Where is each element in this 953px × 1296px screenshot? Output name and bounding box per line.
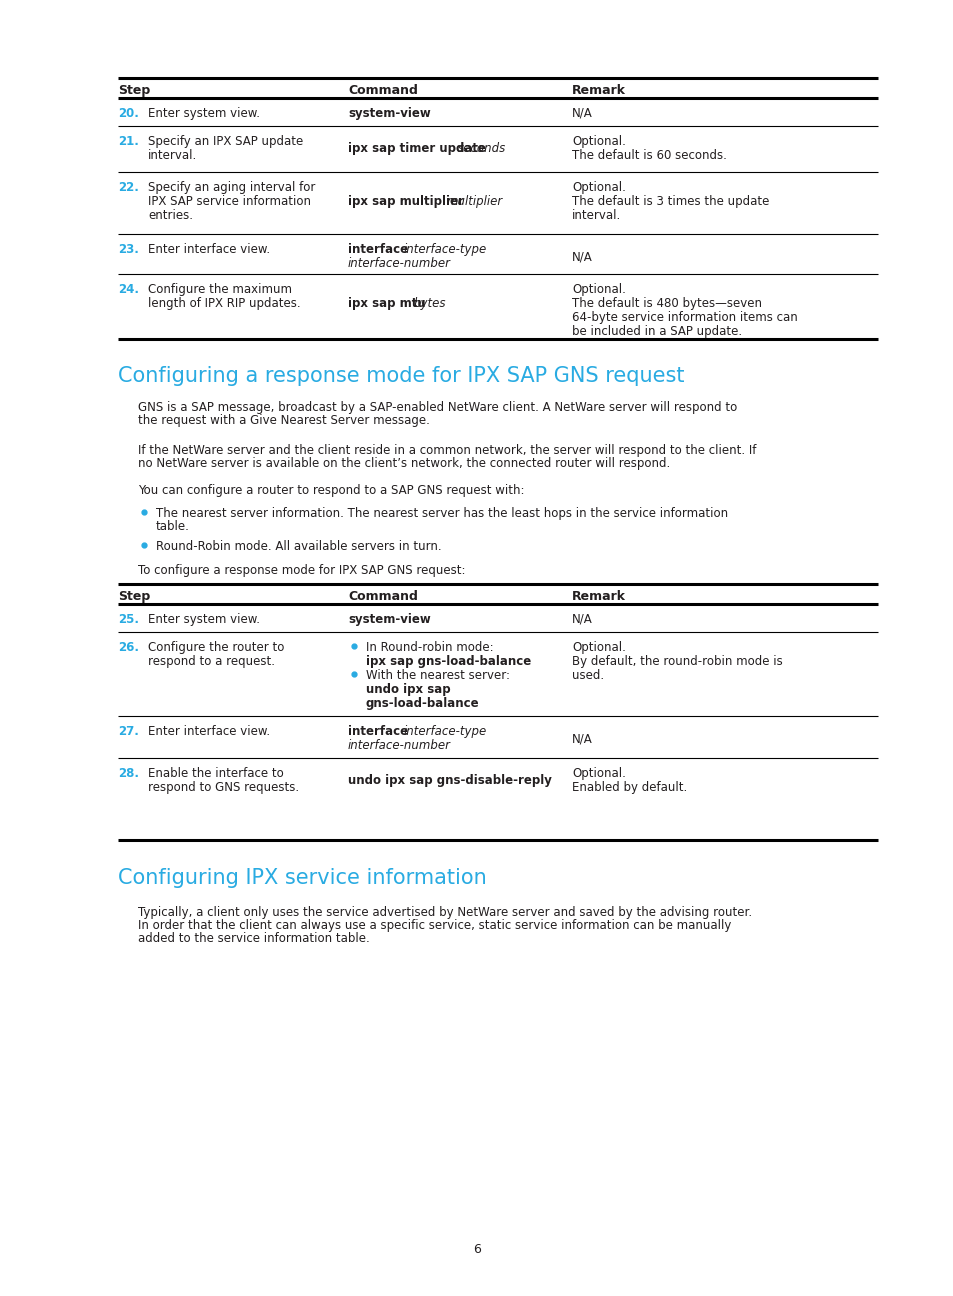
Text: 22.: 22. [118, 181, 139, 194]
Text: ipx sap timer update: ipx sap timer update [348, 143, 490, 156]
Text: GNS is a SAP message, broadcast by a SAP-enabled NetWare client. A NetWare serve: GNS is a SAP message, broadcast by a SAP… [138, 400, 737, 413]
Text: Remark: Remark [572, 84, 625, 97]
Text: The default is 60 seconds.: The default is 60 seconds. [572, 149, 726, 162]
Text: In order that the client can always use a specific service, static service infor: In order that the client can always use … [138, 919, 731, 932]
Text: Enable the interface to: Enable the interface to [148, 767, 283, 780]
Text: To configure a response mode for IPX SAP GNS request:: To configure a response mode for IPX SAP… [138, 564, 465, 577]
Text: interface-type: interface-type [403, 724, 487, 737]
Text: be included in a SAP update.: be included in a SAP update. [572, 325, 741, 338]
Text: system-view: system-view [348, 108, 431, 121]
Text: interval.: interval. [148, 149, 197, 162]
Text: 28.: 28. [118, 767, 139, 780]
Text: 64-byte service information items can: 64-byte service information items can [572, 311, 797, 324]
Text: Typically, a client only uses the service advertised by NetWare server and saved: Typically, a client only uses the servic… [138, 906, 751, 919]
Text: Enabled by default.: Enabled by default. [572, 781, 686, 794]
Text: Configure the router to: Configure the router to [148, 642, 284, 654]
Text: N/A: N/A [572, 108, 592, 121]
Text: Configuring a response mode for IPX SAP GNS request: Configuring a response mode for IPX SAP … [118, 365, 684, 386]
Text: interface: interface [348, 724, 412, 737]
Text: 20.: 20. [118, 108, 139, 121]
Text: If the NetWare server and the client reside in a common network, the server will: If the NetWare server and the client res… [138, 445, 756, 457]
Text: In Round-robin mode:: In Round-robin mode: [366, 642, 493, 654]
Text: 21.: 21. [118, 135, 139, 148]
Text: Remark: Remark [572, 590, 625, 603]
Text: Optional.: Optional. [572, 135, 625, 148]
Text: The nearest server information. The nearest server has the least hops in the ser: The nearest server information. The near… [156, 507, 727, 520]
Text: IPX SAP service information: IPX SAP service information [148, 194, 311, 207]
Text: Specify an aging interval for: Specify an aging interval for [148, 181, 315, 194]
Text: respond to GNS requests.: respond to GNS requests. [148, 781, 299, 794]
Text: used.: used. [572, 669, 603, 682]
Text: Optional.: Optional. [572, 181, 625, 194]
Text: system-view: system-view [348, 613, 431, 626]
Text: interface-number: interface-number [348, 257, 451, 270]
Text: You can configure a router to respond to a SAP GNS request with:: You can configure a router to respond to… [138, 483, 524, 496]
Text: Step: Step [118, 84, 150, 97]
Text: N/A: N/A [572, 250, 592, 263]
Text: seconds: seconds [457, 143, 506, 156]
Text: With the nearest server:: With the nearest server: [366, 669, 510, 682]
Text: entries.: entries. [148, 209, 193, 222]
Text: respond to a request.: respond to a request. [148, 654, 274, 667]
Text: 23.: 23. [118, 244, 139, 257]
Text: interface-type: interface-type [403, 244, 487, 257]
Text: Enter system view.: Enter system view. [148, 613, 260, 626]
Text: 25.: 25. [118, 613, 139, 626]
Text: undo ipx sap gns-disable-reply: undo ipx sap gns-disable-reply [348, 774, 551, 787]
Text: Command: Command [348, 84, 417, 97]
Text: Enter interface view.: Enter interface view. [148, 244, 270, 257]
Text: Configuring IPX service information: Configuring IPX service information [118, 868, 486, 888]
Text: Round-Robin mode. All available servers in turn.: Round-Robin mode. All available servers … [156, 540, 441, 553]
Text: interval.: interval. [572, 209, 620, 222]
Text: Enter system view.: Enter system view. [148, 108, 260, 121]
Text: length of IPX RIP updates.: length of IPX RIP updates. [148, 297, 300, 310]
Text: bytes: bytes [414, 297, 446, 310]
Text: interface-number: interface-number [348, 739, 451, 752]
Text: Optional.: Optional. [572, 283, 625, 295]
Text: The default is 3 times the update: The default is 3 times the update [572, 194, 768, 207]
Text: the request with a Give Nearest Server message.: the request with a Give Nearest Server m… [138, 413, 430, 426]
Text: interface: interface [348, 244, 412, 257]
Text: By default, the round-robin mode is: By default, the round-robin mode is [572, 654, 781, 667]
Text: undo ipx sap: undo ipx sap [366, 683, 450, 696]
Text: no NetWare server is available on the client’s network, the connected router wil: no NetWare server is available on the cl… [138, 457, 670, 470]
Text: Enter interface view.: Enter interface view. [148, 724, 270, 737]
Text: 24.: 24. [118, 283, 139, 295]
Text: Specify an IPX SAP update: Specify an IPX SAP update [148, 135, 303, 148]
Text: 6: 6 [473, 1243, 480, 1256]
Text: The default is 480 bytes—seven: The default is 480 bytes—seven [572, 297, 761, 310]
Text: 26.: 26. [118, 642, 139, 654]
Text: Optional.: Optional. [572, 642, 625, 654]
Text: gns-load-balance: gns-load-balance [366, 697, 479, 710]
Text: added to the service information table.: added to the service information table. [138, 932, 370, 945]
Text: multiplier: multiplier [447, 194, 503, 207]
Text: 27.: 27. [118, 724, 139, 737]
Text: N/A: N/A [572, 613, 592, 626]
Text: Command: Command [348, 590, 417, 603]
Text: ipx sap mtu: ipx sap mtu [348, 297, 429, 310]
Text: Optional.: Optional. [572, 767, 625, 780]
Text: ipx sap gns-load-balance: ipx sap gns-load-balance [366, 654, 531, 667]
Text: ipx sap multiplier: ipx sap multiplier [348, 194, 468, 207]
Text: Configure the maximum: Configure the maximum [148, 283, 292, 295]
Text: N/A: N/A [572, 732, 592, 745]
Text: table.: table. [156, 520, 190, 533]
Text: Step: Step [118, 590, 150, 603]
